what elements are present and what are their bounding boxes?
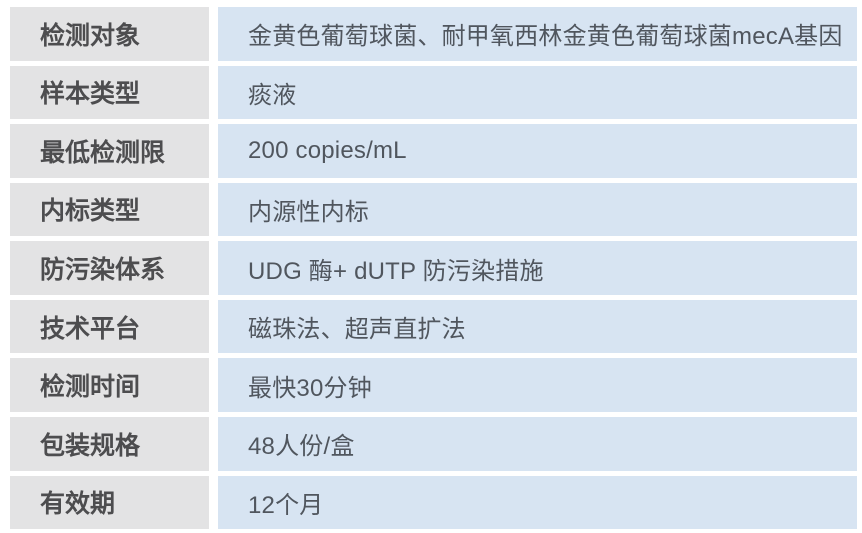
spec-label: 防污染体系	[10, 241, 209, 295]
spec-row-sample-type: 样本类型 痰液	[10, 65, 857, 120]
spec-label: 有效期	[10, 475, 209, 530]
spec-row-package-spec: 包装规格 48人份/盒	[10, 416, 857, 471]
spec-value: 内源性内标	[218, 182, 857, 237]
spec-value: 12个月	[218, 475, 857, 530]
spec-row-technology-platform: 技术平台 磁珠法、超声直扩法	[10, 299, 857, 354]
spec-value: 金黄色葡萄球菌、耐甲氧西林金黄色葡萄球菌mecA基因	[218, 7, 857, 61]
spec-label: 最低检测限	[10, 124, 209, 178]
spec-row-detection-target: 检测对象 金黄色葡萄球菌、耐甲氧西林金黄色葡萄球菌mecA基因	[10, 7, 857, 61]
spec-label: 样本类型	[10, 65, 209, 120]
spec-table: 检测对象 金黄色葡萄球菌、耐甲氧西林金黄色葡萄球菌mecA基因 样本类型 痰液 …	[10, 7, 857, 530]
spec-label: 内标类型	[10, 182, 209, 237]
spec-value: 最快30分钟	[218, 358, 857, 412]
spec-label: 包装规格	[10, 416, 209, 471]
spec-value: 磁珠法、超声直扩法	[218, 299, 857, 354]
spec-value: 200 copies/mL	[218, 124, 857, 178]
spec-value: 48人份/盒	[218, 416, 857, 471]
spec-label: 检测对象	[10, 7, 209, 61]
spec-label: 检测时间	[10, 358, 209, 412]
spec-label: 技术平台	[10, 299, 209, 354]
spec-row-detection-time: 检测时间 最快30分钟	[10, 358, 857, 412]
spec-row-detection-limit: 最低检测限 200 copies/mL	[10, 124, 857, 178]
spec-value: 痰液	[218, 65, 857, 120]
spec-row-shelf-life: 有效期 12个月	[10, 475, 857, 530]
spec-row-internal-control-type: 内标类型 内源性内标	[10, 182, 857, 237]
spec-value: UDG 酶+ dUTP 防污染措施	[218, 241, 857, 295]
spec-row-anticontamination-system: 防污染体系 UDG 酶+ dUTP 防污染措施	[10, 241, 857, 295]
